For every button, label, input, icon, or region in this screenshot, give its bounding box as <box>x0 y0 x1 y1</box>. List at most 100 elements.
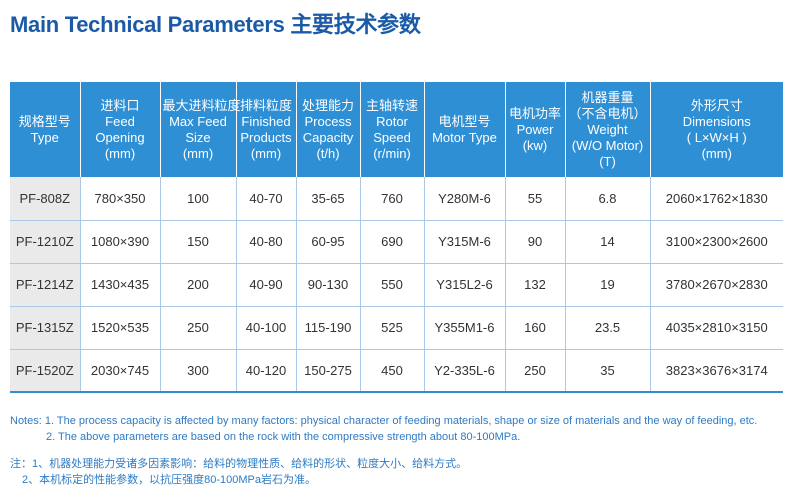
header-line: Rotor <box>376 113 408 129</box>
cell-dimensions: 3100×2300×2600 <box>650 220 783 264</box>
header-max-feed-size: 最大进料粒度 Max Feed Size (mm) <box>160 82 241 177</box>
note-line: 2、本机标定的性能参数，以抗压强度80-100MPa岩石为准。 <box>22 474 316 486</box>
header-line: (mm) <box>182 145 214 161</box>
cell-dimensions: 2060×1762×1830 <box>650 177 783 221</box>
cell-weight: 35 <box>565 349 651 393</box>
table-header-row: 规格型号 Type 进料口 Feed Opening (mm) 最大进料粒度 M… <box>10 82 783 177</box>
header-line: (W/O Motor) <box>571 137 644 153</box>
header-dimensions: 外形尺寸 Dimensions ( L×W×H ) (mm) <box>650 82 783 177</box>
cell-weight: 6.8 <box>565 177 651 221</box>
header-line: Weight <box>587 121 628 137</box>
cell-finished-products: 40-70 <box>236 177 297 221</box>
table-row: PF-808Z 780×350 100 40-70 35-65 760 Y280… <box>10 177 783 221</box>
cell-process-capacity: 60-95 <box>296 220 361 264</box>
header-line: （不含电机） <box>568 105 647 121</box>
header-line: 进料口 <box>100 97 140 113</box>
cell-weight: 23.5 <box>565 306 651 350</box>
header-line: Power <box>516 121 554 137</box>
cell-weight: 14 <box>565 220 651 264</box>
header-motor-type: 电机型号 Motor Type <box>424 82 506 177</box>
page-title: Main Technical Parameters 主要技术参数 <box>10 12 421 37</box>
cell-rotor-speed: 690 <box>360 220 425 264</box>
header-weight: 机器重量 （不含电机） Weight (W/O Motor) (T) <box>565 82 651 177</box>
cell-rotor-speed: 760 <box>360 177 425 221</box>
header-line: (T) <box>599 153 616 169</box>
cell-dimensions: 3823×3676×3174 <box>650 349 783 393</box>
cell-feed-opening: 780×350 <box>80 177 161 221</box>
cell-process-capacity: 115-190 <box>296 306 361 350</box>
cell-motor-type: Y280M-6 <box>424 177 506 221</box>
cell-feed-opening: 1520×535 <box>80 306 161 350</box>
cell-max-feed-size: 150 <box>160 220 237 264</box>
cell-type: PF-1210Z <box>10 220 81 264</box>
header-line: Max Feed <box>169 113 227 129</box>
header-line: Motor Type <box>432 129 497 145</box>
cell-weight: 19 <box>565 263 651 307</box>
cell-max-feed-size: 250 <box>160 306 237 350</box>
header-line: 处理能力 <box>301 97 354 113</box>
header-line: Type <box>30 129 59 145</box>
header-line: Opening <box>95 129 145 145</box>
header-line: 规格型号 <box>18 113 71 129</box>
cell-power: 160 <box>505 306 566 350</box>
cell-motor-type: Y315M-6 <box>424 220 506 264</box>
cell-process-capacity: 150-275 <box>296 349 361 393</box>
header-finished-products: 排料粒度 Finished Products (mm) <box>236 82 297 177</box>
table-row: PF-1315Z 1520×535 250 40-100 115-190 525… <box>10 306 783 350</box>
header-line: ( L×W×H ) <box>686 129 747 145</box>
cell-power: 132 <box>505 263 566 307</box>
header-line: 主轴转速 <box>365 97 418 113</box>
cell-power: 250 <box>505 349 566 393</box>
notes-english: Notes: 1. The process capacity is affect… <box>10 413 757 445</box>
parameters-table: 规格型号 Type 进料口 Feed Opening (mm) 最大进料粒度 M… <box>10 82 783 393</box>
cell-dimensions: 3780×2670×2830 <box>650 263 783 307</box>
cell-max-feed-size: 100 <box>160 177 237 221</box>
cell-max-feed-size: 300 <box>160 349 237 393</box>
header-line: Size <box>185 129 211 145</box>
header-power: 电机功率 Power (kw) <box>505 82 566 177</box>
header-line: Speed <box>373 129 411 145</box>
cell-motor-type: Y315L2-6 <box>424 263 506 307</box>
cell-type: PF-1214Z <box>10 263 81 307</box>
table-row: PF-1214Z 1430×435 200 40-90 90-130 550 Y… <box>10 263 783 307</box>
notes-chinese: 注：1、机器处理能力受诸多因素影响：给料的物理性质、给料的形状、粒度大小、给料方… <box>10 456 467 488</box>
cell-type: PF-1520Z <box>10 349 81 393</box>
note-line: Notes: 1. The process capacity is affect… <box>10 415 758 427</box>
cell-finished-products: 40-90 <box>236 263 297 307</box>
cell-feed-opening: 1430×435 <box>80 263 161 307</box>
cell-process-capacity: 35-65 <box>296 177 361 221</box>
header-line: Capacity <box>302 129 354 145</box>
cell-dimensions: 4035×2810×3150 <box>650 306 783 350</box>
header-line: 电机型号 <box>438 113 491 129</box>
header-type: 规格型号 Type <box>10 82 81 177</box>
header-line: (kw) <box>522 137 548 153</box>
cell-finished-products: 40-80 <box>236 220 297 264</box>
header-line: Products <box>240 129 292 145</box>
header-line: Process <box>304 113 352 129</box>
header-line: 最大进料粒度 <box>162 97 241 113</box>
header-line: 外形尺寸 <box>690 97 743 113</box>
cell-rotor-speed: 525 <box>360 306 425 350</box>
table-row: PF-1210Z 1080×390 150 40-80 60-95 690 Y3… <box>10 220 783 264</box>
header-line: 机器重量 <box>581 89 634 105</box>
note-line: 2. The above parameters are based on the… <box>46 431 521 443</box>
header-line: (mm) <box>701 145 732 161</box>
header-line: Feed <box>105 113 135 129</box>
cell-finished-products: 40-100 <box>236 306 297 350</box>
table-row: PF-1520Z 2030×745 300 40-120 150-275 450… <box>10 349 783 393</box>
header-line: Finished <box>241 113 291 129</box>
header-process-capacity: 处理能力 Process Capacity (t/h) <box>296 82 361 177</box>
header-line: Dimensions <box>682 113 751 129</box>
cell-motor-type: Y2-335L-6 <box>424 349 506 393</box>
cell-process-capacity: 90-130 <box>296 263 361 307</box>
cell-max-feed-size: 200 <box>160 263 237 307</box>
cell-feed-opening: 2030×745 <box>80 349 161 393</box>
header-line: 排料粒度 <box>239 97 292 113</box>
note-line: 注：1、机器处理能力受诸多因素影响：给料的物理性质、给料的形状、粒度大小、给料方… <box>10 458 468 470</box>
header-line: (r/min) <box>373 145 411 161</box>
header-rotor-speed: 主轴转速 Rotor Speed (r/min) <box>360 82 425 177</box>
cell-type: PF-1315Z <box>10 306 81 350</box>
header-line: (mm) <box>104 145 136 161</box>
cell-rotor-speed: 450 <box>360 349 425 393</box>
